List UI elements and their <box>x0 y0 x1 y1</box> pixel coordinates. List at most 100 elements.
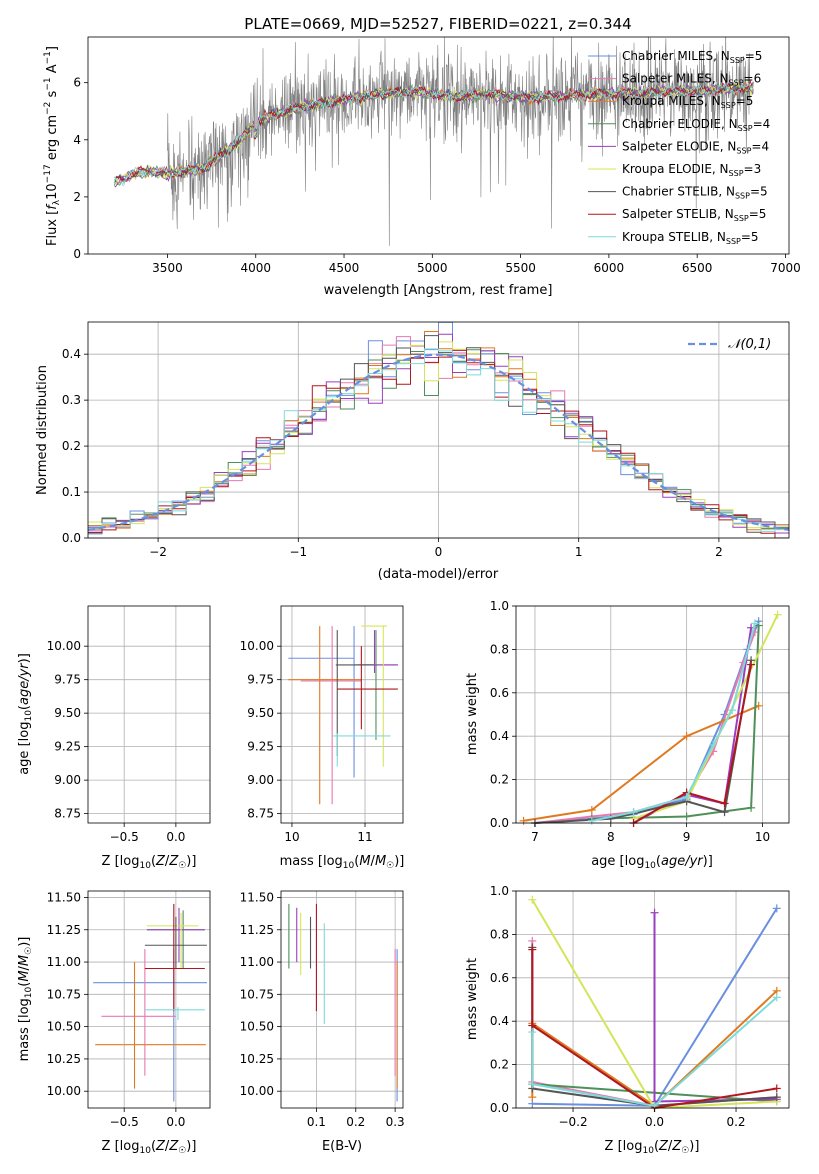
x-tick-label: 0.1 <box>307 1115 326 1129</box>
y-tick-label: 9.00 <box>247 773 274 787</box>
figure-title: PLATE=0669, MJD=52527, FIBERID=0221, z=0… <box>244 15 631 33</box>
y-tick-label: 0.2 <box>490 1058 509 1072</box>
y-tick-label: 9.25 <box>54 740 81 754</box>
x-tick-label: 8 <box>607 830 615 844</box>
y-tick-label: 10.00 <box>240 639 274 653</box>
mw-vs-z-panel: −0.2 0.0 0.2 0.0 0.2 0.4 0.6 0.8 1.0 Z [log10(Z/… <box>465 884 790 1156</box>
y-tick-label: 9.50 <box>54 706 81 720</box>
y-tick-label: 10.25 <box>240 1052 274 1066</box>
y-tick-label: 10.25 <box>47 1052 81 1066</box>
y-tick-label: 0.4 <box>490 1014 509 1028</box>
y-tick-label: 9.75 <box>247 673 274 687</box>
x-tick-label: 4500 <box>329 261 360 275</box>
mass-vs-ebv-xlabel: E(B-V) <box>322 1139 362 1154</box>
age-vs-mass-xlabel: mass [log10(M/M☉)] <box>280 854 405 871</box>
x-tick-label: −1 <box>289 545 307 559</box>
y-tick-label: 10.75 <box>47 987 81 1001</box>
x-tick-label: 3500 <box>152 261 183 275</box>
x-tick-label: 0.2 <box>346 1115 365 1129</box>
age-vs-z-xlabel: Z [log10(Z/Z☉)] <box>102 854 197 871</box>
y-tick-label: 6 <box>73 76 81 90</box>
legend-label: Kroupa STELIB, NSSP=5 <box>622 230 759 246</box>
x-tick-label: 0.0 <box>166 830 185 844</box>
x-tick-label: 7 <box>531 830 539 844</box>
y-tick-label: 10.50 <box>47 1020 81 1034</box>
y-tick-label: 0.0 <box>62 531 81 545</box>
y-tick-label: 2 <box>73 190 81 204</box>
y-tick-label: 9.25 <box>247 740 274 754</box>
x-tick-label: 10 <box>755 830 770 844</box>
legend-label: Salpeter MILES, NSSP=6 <box>622 72 761 88</box>
x-tick-label: 9 <box>683 830 691 844</box>
residuals-panel: −2 −1 0 1 2 0.0 0.1 0.2 0.3 0.4 (data-model)/erro… <box>35 321 790 582</box>
mw-vs-age-xlabel: age [log10(age/yr)] <box>591 854 713 871</box>
x-tick-label: 0 <box>435 545 443 559</box>
x-tick-label: 5500 <box>505 261 536 275</box>
y-tick-label: 0.1 <box>62 485 81 499</box>
y-tick-label: 0.2 <box>490 773 509 787</box>
mw-vs-z-ylabel: mass weight <box>465 958 480 1040</box>
y-tick-label: 11.00 <box>240 955 274 969</box>
x-tick-label: 5000 <box>417 261 448 275</box>
y-tick-label: 0.0 <box>490 816 509 830</box>
legend-label: Salpeter STELIB, NSSP=5 <box>622 207 766 223</box>
residuals-legend: 𝒩(0,1) <box>688 337 771 352</box>
mass-vs-z-ylabel: mass [log10(M/M☉)] <box>17 937 34 1062</box>
y-tick-label: 9.50 <box>247 706 274 720</box>
y-tick-label: 10.00 <box>47 1084 81 1098</box>
x-tick-label: 1 <box>575 545 583 559</box>
y-tick-label: 11.25 <box>47 923 81 937</box>
x-tick-label: 6000 <box>594 261 625 275</box>
mass-weight-line <box>633 614 779 820</box>
mass-weight-line <box>591 623 756 822</box>
x-tick-label: 0.3 <box>386 1115 405 1129</box>
legend-label: Kroupa ELODIE, NSSP=3 <box>622 162 761 178</box>
gaussian-reference-curve <box>88 353 789 531</box>
legend-label: Chabrier MILES, NSSP=5 <box>622 49 762 65</box>
x-tick-label: −0.5 <box>110 1115 139 1129</box>
y-tick-label: 10.00 <box>240 1084 274 1098</box>
model-spectrum-line <box>114 80 754 183</box>
x-tick-label: 2 <box>715 545 723 559</box>
mass-weight-line <box>633 664 753 824</box>
mw-vs-age-ylabel: mass weight <box>465 673 480 755</box>
x-tick-label: 7000 <box>770 261 801 275</box>
x-tick-label: 6500 <box>682 261 713 275</box>
residual-histogram <box>88 348 789 532</box>
x-tick-label: 10 <box>284 830 299 844</box>
residuals-xlabel: (data-model)/error <box>378 567 499 582</box>
mass-vs-z-xlabel: Z [log10(Z/Z☉)] <box>102 1139 197 1156</box>
y-tick-label: 8.75 <box>247 807 274 821</box>
spectrum-xlabel: wavelength [Angstrom, rest frame] <box>324 283 553 298</box>
mw-vs-z-xlabel: Z [log10(Z/Z☉)] <box>605 1139 700 1156</box>
residual-histogram <box>88 333 789 534</box>
y-tick-label: 1.0 <box>490 884 509 898</box>
x-tick-label: −0.2 <box>558 1115 587 1129</box>
y-tick-label: 8.75 <box>54 807 81 821</box>
y-tick-label: 11.00 <box>47 955 81 969</box>
age-vs-z-panel: −0.5 0.0 8.75 9.00 9.25 9.50 9.75 10.00 Z [log1… <box>17 605 211 871</box>
x-tick-label: 0.0 <box>166 1115 185 1129</box>
y-tick-label: 0.6 <box>490 686 509 700</box>
x-tick-label: 4000 <box>240 261 271 275</box>
mass-weight-line <box>531 996 778 1107</box>
mass-weight-line <box>523 704 760 822</box>
y-tick-label: 0.3 <box>62 393 81 407</box>
y-tick-label: 0.8 <box>490 927 509 941</box>
y-tick-label: 0.0 <box>490 1101 509 1115</box>
y-tick-label: 10.00 <box>47 639 81 653</box>
x-tick-label: −0.5 <box>110 830 139 844</box>
y-tick-label: 10.75 <box>240 987 274 1001</box>
model-spectrum-line <box>114 82 754 187</box>
y-tick-label: 4 <box>73 133 81 147</box>
y-tick-label: 10.50 <box>240 1020 274 1034</box>
x-tick-label: 11 <box>357 830 372 844</box>
y-tick-label: 9.75 <box>54 673 81 687</box>
legend-label: Salpeter ELODIE, NSSP=4 <box>622 139 769 155</box>
spectrum-legend: Chabrier MILES, NSSP=5 Salpeter MILES, NS… <box>588 49 770 246</box>
y-tick-label: 0.4 <box>62 347 81 361</box>
mw-vs-age-panel: 7 8 9 10 0.0 0.2 0.4 0.6 0.8 1.0 age [log10(age/y… <box>465 599 790 871</box>
y-tick-label: 0.6 <box>490 971 509 985</box>
